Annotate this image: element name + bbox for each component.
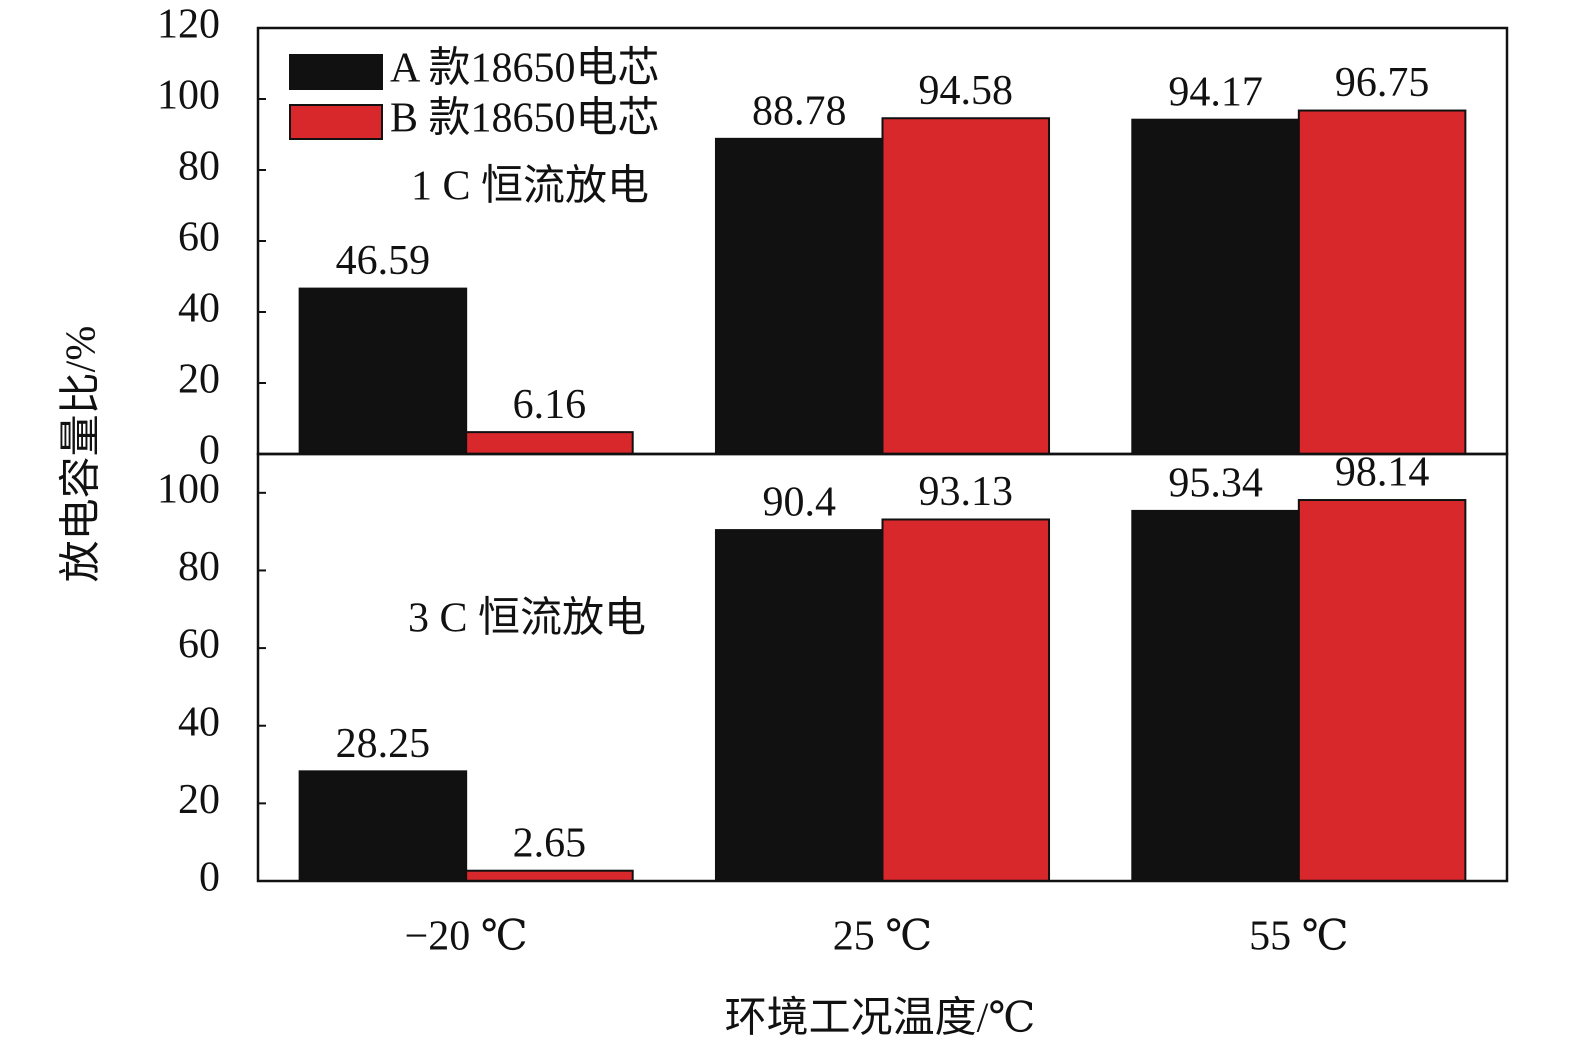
value-label: 96.75: [1335, 60, 1430, 106]
value-label: 95.34: [1168, 461, 1263, 507]
value-label: 90.4: [762, 480, 836, 526]
bar: [298, 770, 468, 882]
value-label: 93.13: [919, 469, 1014, 515]
x-tick-label: 25 ℃: [833, 914, 932, 960]
value-label: 94.58: [919, 68, 1014, 114]
y-tick-label: 100: [157, 73, 220, 119]
bar: [1131, 118, 1300, 455]
value-label: 28.25: [336, 721, 431, 767]
legend-label: A 款18650电芯: [390, 46, 660, 92]
plot-frame: [256, 452, 1509, 883]
value-label: 6.16: [513, 382, 587, 428]
value-label: 88.78: [752, 88, 847, 134]
bar: [714, 529, 884, 882]
value-label: 46.59: [336, 238, 431, 284]
y-tick-label: 80: [178, 544, 220, 590]
y-tick-label: 40: [178, 699, 220, 745]
value-label: 98.14: [1335, 450, 1430, 496]
annotation: 3 C 恒流放电: [408, 596, 646, 642]
y-tick-label: 0: [199, 855, 220, 901]
bar: [714, 137, 884, 455]
x-tick-label: 55 ℃: [1249, 914, 1348, 960]
x-axis-label: 环境工况温度/℃: [725, 995, 1036, 1042]
bar: [1297, 499, 1467, 882]
value-label: 94.17: [1168, 69, 1263, 115]
y-axis-label: 放电容量比/%: [58, 326, 105, 583]
y-tick-label: 20: [178, 777, 220, 823]
y-tick-label: 120: [157, 2, 220, 48]
y-tick-label: 0: [199, 428, 220, 474]
bar: [465, 431, 634, 455]
y-tick-label: 60: [178, 215, 220, 261]
bar: [1297, 109, 1467, 455]
y-tick-label: 20: [178, 357, 220, 403]
legend-swatch: [289, 54, 383, 90]
bar: [298, 287, 468, 455]
y-tick-label: 60: [178, 622, 220, 668]
y-tick-label: 40: [178, 286, 220, 332]
bar: [881, 518, 1051, 882]
value-label: 2.65: [513, 820, 587, 866]
annotation: 1 C 恒流放电: [411, 164, 649, 210]
y-tick-label: 100: [157, 466, 220, 512]
legend-label: B 款18650电芯: [390, 96, 660, 142]
bar: [1131, 509, 1300, 882]
bar: [465, 869, 634, 883]
x-tick-label: −20 ℃: [405, 914, 528, 960]
legend-swatch: [289, 104, 383, 140]
y-tick-label: 80: [178, 144, 220, 190]
bar: [881, 117, 1051, 455]
